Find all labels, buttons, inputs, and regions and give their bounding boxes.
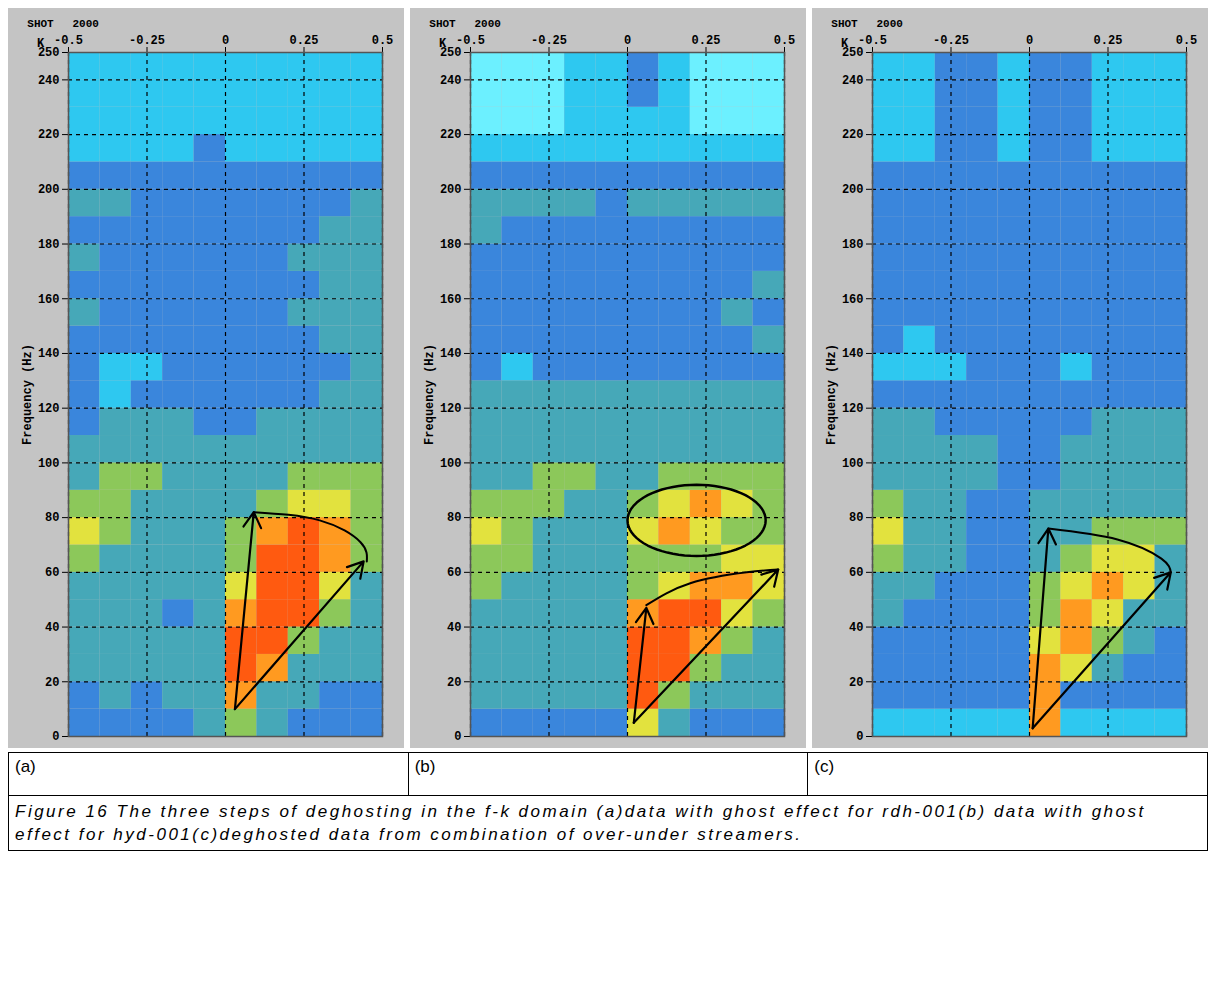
svg-text:120: 120 (842, 402, 864, 416)
svg-text:160: 160 (38, 293, 60, 307)
svg-text:240: 240 (38, 74, 60, 88)
svg-text:0.5: 0.5 (1176, 34, 1198, 48)
svg-text:60: 60 (45, 566, 59, 580)
svg-text:-0.5: -0.5 (858, 34, 887, 48)
svg-text:2000: 2000 (475, 18, 501, 30)
svg-text:100: 100 (440, 457, 462, 471)
svg-text:2000: 2000 (73, 18, 99, 30)
svg-text:40: 40 (447, 621, 461, 635)
svg-text:40: 40 (849, 621, 863, 635)
svg-text:200: 200 (38, 183, 60, 197)
svg-text:K: K (841, 37, 849, 51)
svg-text:20: 20 (447, 676, 461, 690)
svg-text:0.5: 0.5 (372, 34, 394, 48)
svg-text:Frequency (Hz): Frequency (Hz) (825, 344, 839, 445)
svg-text:250: 250 (37, 46, 60, 61)
svg-text:220: 220 (38, 128, 60, 142)
svg-text:40: 40 (45, 621, 59, 635)
svg-text:0: 0 (222, 34, 229, 48)
svg-text:0.25: 0.25 (692, 34, 721, 48)
svg-text:K: K (37, 37, 45, 51)
svg-text:Frequency (Hz): Frequency (Hz) (21, 344, 35, 445)
svg-text:220: 220 (440, 128, 462, 142)
svg-text:100: 100 (842, 457, 864, 471)
svg-text:60: 60 (447, 566, 461, 580)
svg-text:0.5: 0.5 (774, 34, 796, 48)
html-text:(b): (b) (414, 757, 436, 776)
svg-text:20: 20 (45, 676, 59, 690)
svg-text:SHOT: SHOT (831, 18, 858, 30)
svg-text:180: 180 (842, 238, 864, 252)
svg-text:120: 120 (38, 402, 60, 416)
svg-text:120: 120 (440, 402, 462, 416)
svg-text:80: 80 (447, 511, 461, 525)
svg-text:0: 0 (1026, 34, 1033, 48)
svg-text:0: 0 (856, 730, 863, 744)
svg-text:K: K (439, 37, 447, 51)
svg-text:80: 80 (45, 511, 59, 525)
svg-text:160: 160 (440, 293, 462, 307)
svg-text:180: 180 (440, 238, 462, 252)
svg-text:180: 180 (38, 238, 60, 252)
svg-text:SHOT: SHOT (429, 18, 456, 30)
svg-text:240: 240 (842, 74, 864, 88)
svg-text:220: 220 (842, 128, 864, 142)
svg-text:140: 140 (440, 347, 462, 361)
svg-text:200: 200 (842, 183, 864, 197)
svg-text:100: 100 (38, 457, 60, 471)
svg-text:-0.25: -0.25 (933, 34, 969, 48)
svg-text:200: 200 (440, 183, 462, 197)
svg-text:240: 240 (440, 74, 462, 88)
svg-text:2000: 2000 (877, 18, 903, 30)
svg-text:0: 0 (454, 730, 461, 744)
svg-text:140: 140 (842, 347, 864, 361)
svg-text:-0.25: -0.25 (129, 34, 165, 48)
svg-text:0.25: 0.25 (1094, 34, 1123, 48)
svg-text:140: 140 (38, 347, 60, 361)
svg-text:0: 0 (624, 34, 631, 48)
svg-text:250: 250 (439, 46, 462, 61)
svg-text:Frequency (Hz): Frequency (Hz) (423, 344, 437, 445)
svg-text:-0.5: -0.5 (54, 34, 83, 48)
svg-text:80: 80 (849, 511, 863, 525)
svg-text:0.25: 0.25 (290, 34, 319, 48)
svg-text:60: 60 (849, 566, 863, 580)
html-text:(a): (a) (15, 757, 36, 776)
svg-text:-0.25: -0.25 (531, 34, 567, 48)
html-text:(c): (c) (814, 757, 835, 776)
svg-text:-0.5: -0.5 (456, 34, 485, 48)
svg-text:20: 20 (849, 676, 863, 690)
svg-text:0: 0 (52, 730, 59, 744)
svg-text:160: 160 (842, 293, 864, 307)
svg-text:SHOT: SHOT (27, 18, 54, 30)
html-text:Figure 16 The three steps of d: Figure 16 The three steps of deghosting … (15, 802, 1146, 844)
svg-text:250: 250 (841, 46, 864, 61)
